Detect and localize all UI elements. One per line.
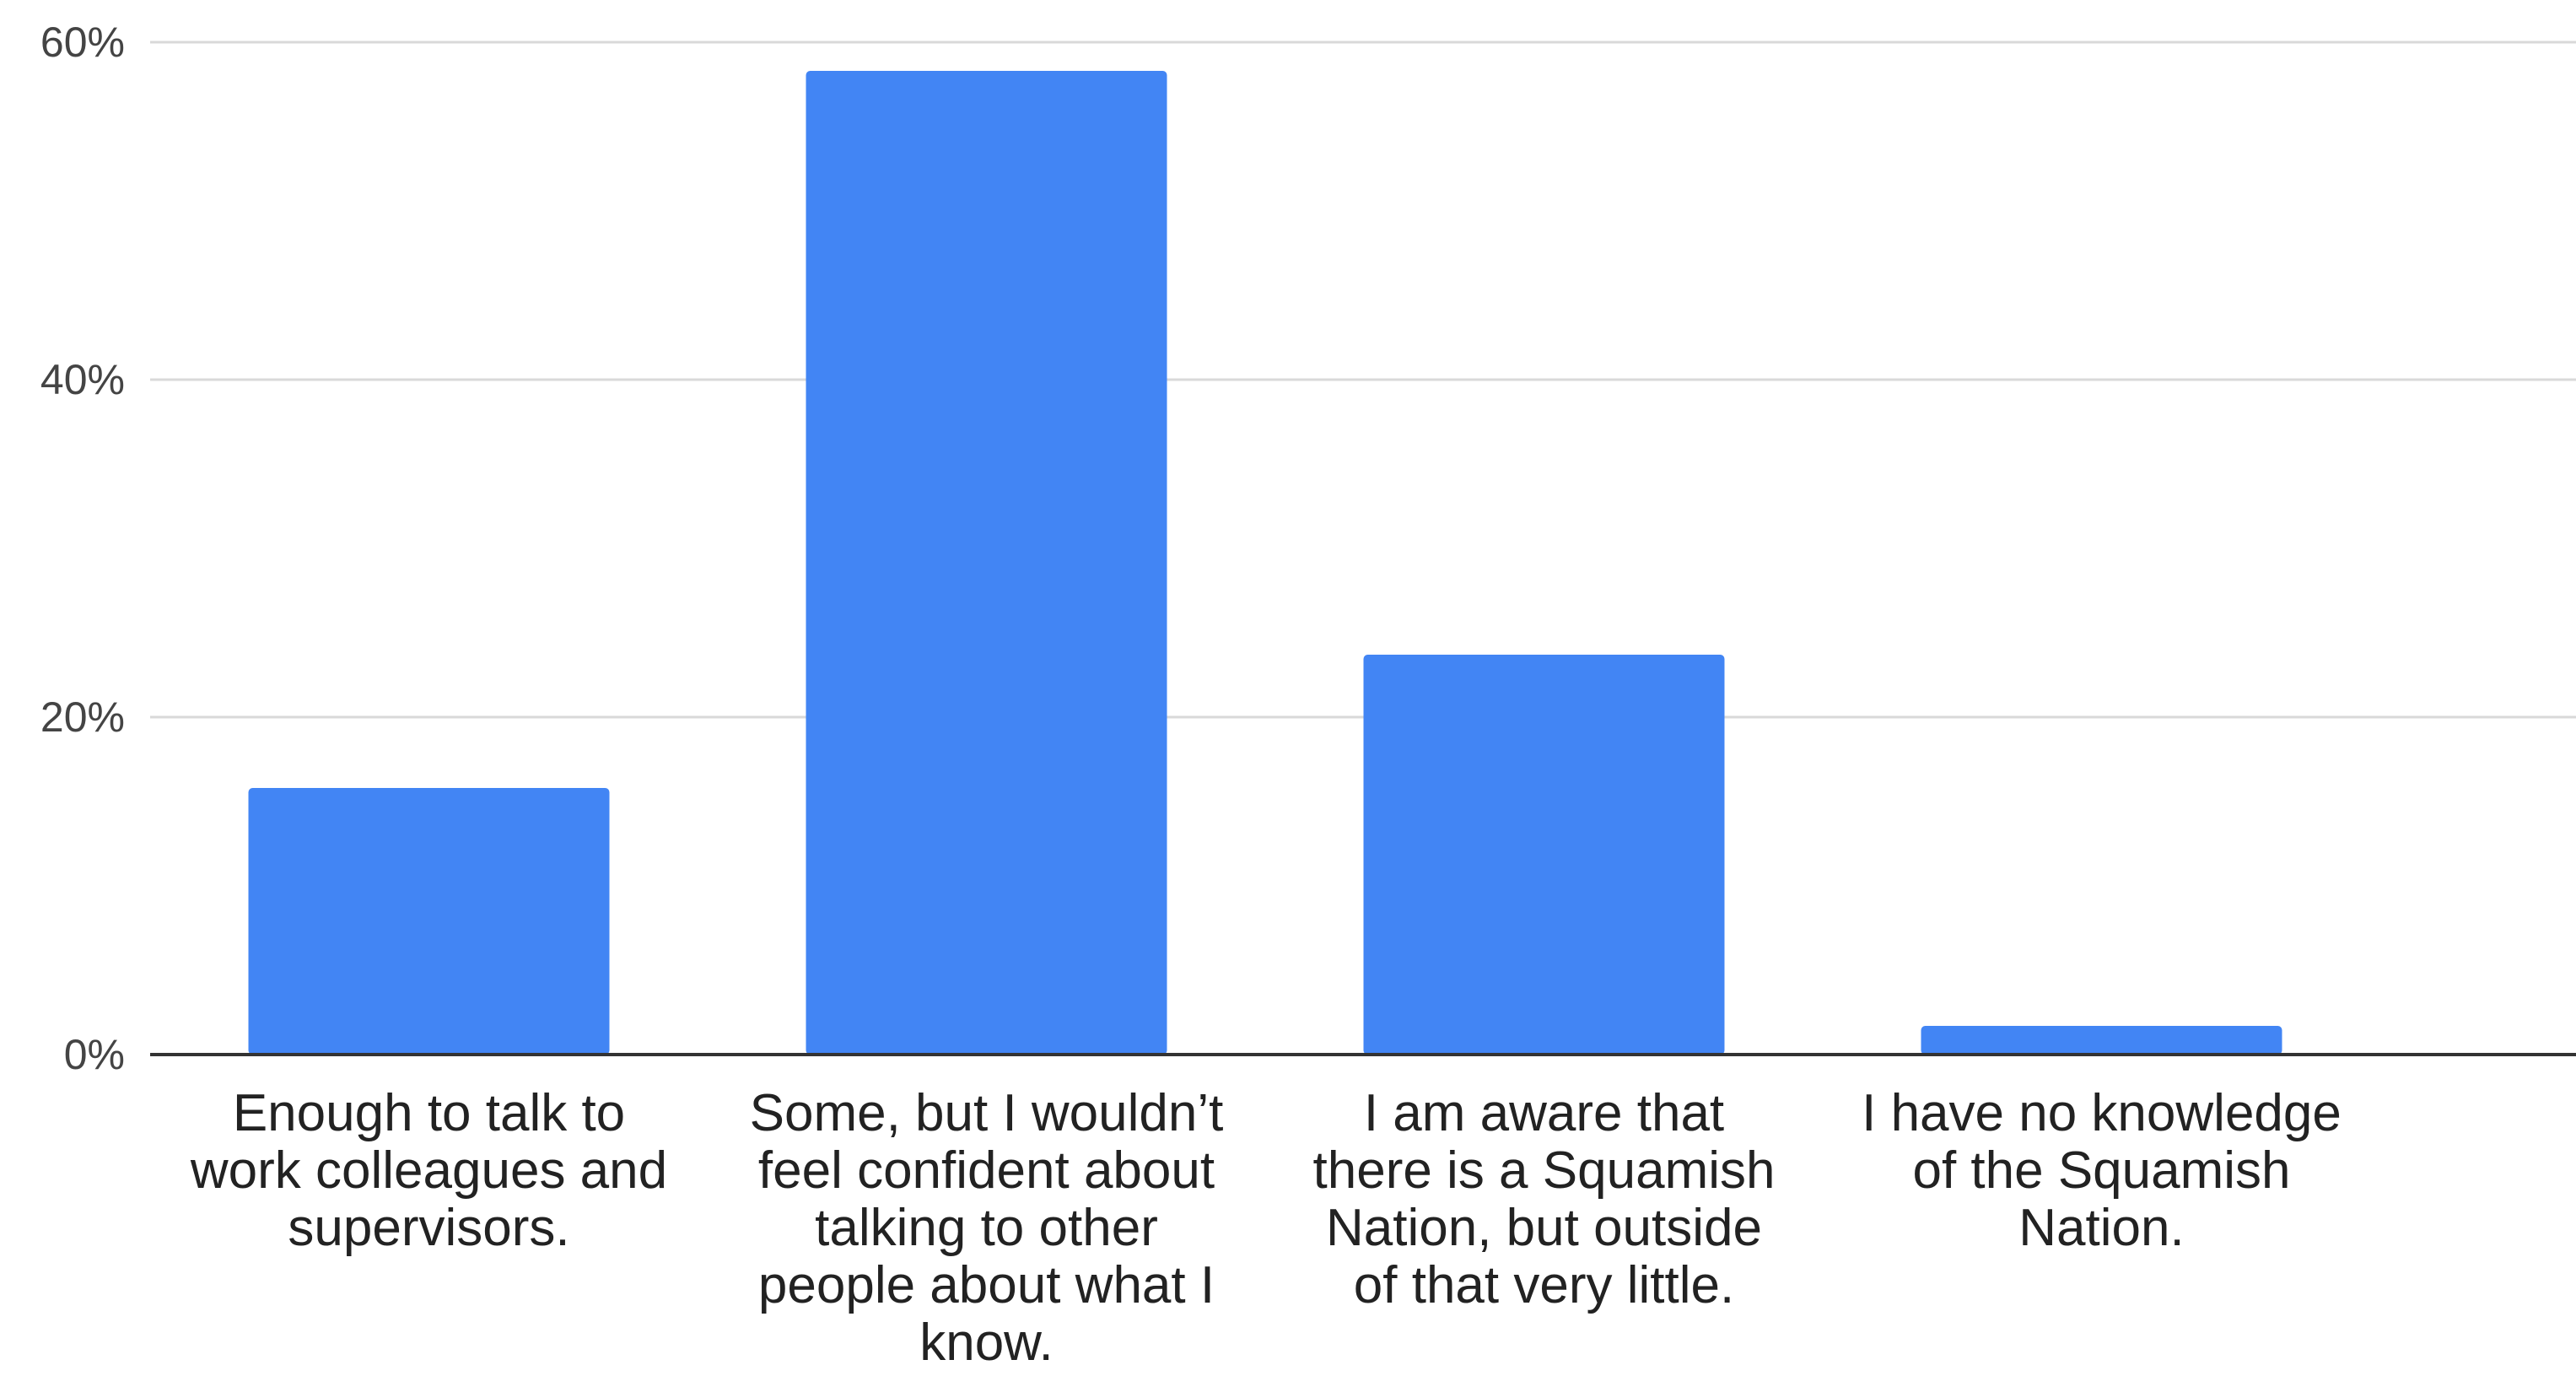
x-category-label-line: I have no knowledge xyxy=(1862,1084,2342,1142)
x-category-label-3: I am aware that there is a Squamish Nation… xyxy=(1313,1084,1776,1314)
bars xyxy=(249,71,2282,1055)
y-tick-label: 40% xyxy=(40,356,125,403)
x-category-label-line: I am aware that xyxy=(1364,1084,1724,1142)
y-axis-ticks: 0% 20% 40% 60% xyxy=(40,19,125,1078)
bar-2 xyxy=(806,71,1167,1055)
x-category-label-4: I have no knowledge of the Squamish Nation… xyxy=(1862,1084,2342,1257)
x-category-label-line: there is a Squamish xyxy=(1313,1141,1776,1200)
y-tick-label: 0% xyxy=(64,1031,125,1078)
bar-4 xyxy=(1921,1026,2282,1055)
y-tick-label: 20% xyxy=(40,693,125,741)
x-category-label-line: feel confident about xyxy=(758,1141,1215,1200)
x-axis-category-labels: Enough to talk to work colleagues and supe… xyxy=(190,1084,2342,1372)
x-category-label-line: of that very little. xyxy=(1354,1256,1734,1314)
x-category-label-line: Some, but I wouldn’t xyxy=(750,1084,1224,1142)
x-category-label-line: supervisors. xyxy=(288,1199,569,1257)
x-category-label-line: Nation, but outside xyxy=(1326,1199,1762,1257)
x-category-label-line: Nation. xyxy=(2018,1199,2184,1257)
gridlines xyxy=(150,42,2576,717)
x-category-label-line: work colleagues and xyxy=(190,1141,667,1200)
x-category-label-line: people about what I xyxy=(758,1256,1215,1314)
x-category-label-line: know. xyxy=(919,1314,1054,1372)
bar-1 xyxy=(249,788,610,1055)
x-category-label-line: of the Squamish xyxy=(1912,1141,2290,1200)
bar-3 xyxy=(1364,655,1725,1055)
x-category-label-1: Enough to talk to work colleagues and supe… xyxy=(190,1084,667,1257)
y-tick-label: 60% xyxy=(40,19,125,66)
x-category-label-line: Enough to talk to xyxy=(233,1084,625,1142)
x-category-label-line: talking to other xyxy=(815,1199,1158,1257)
x-category-label-2: Some, but I wouldn’t feel confident about… xyxy=(750,1084,1224,1372)
